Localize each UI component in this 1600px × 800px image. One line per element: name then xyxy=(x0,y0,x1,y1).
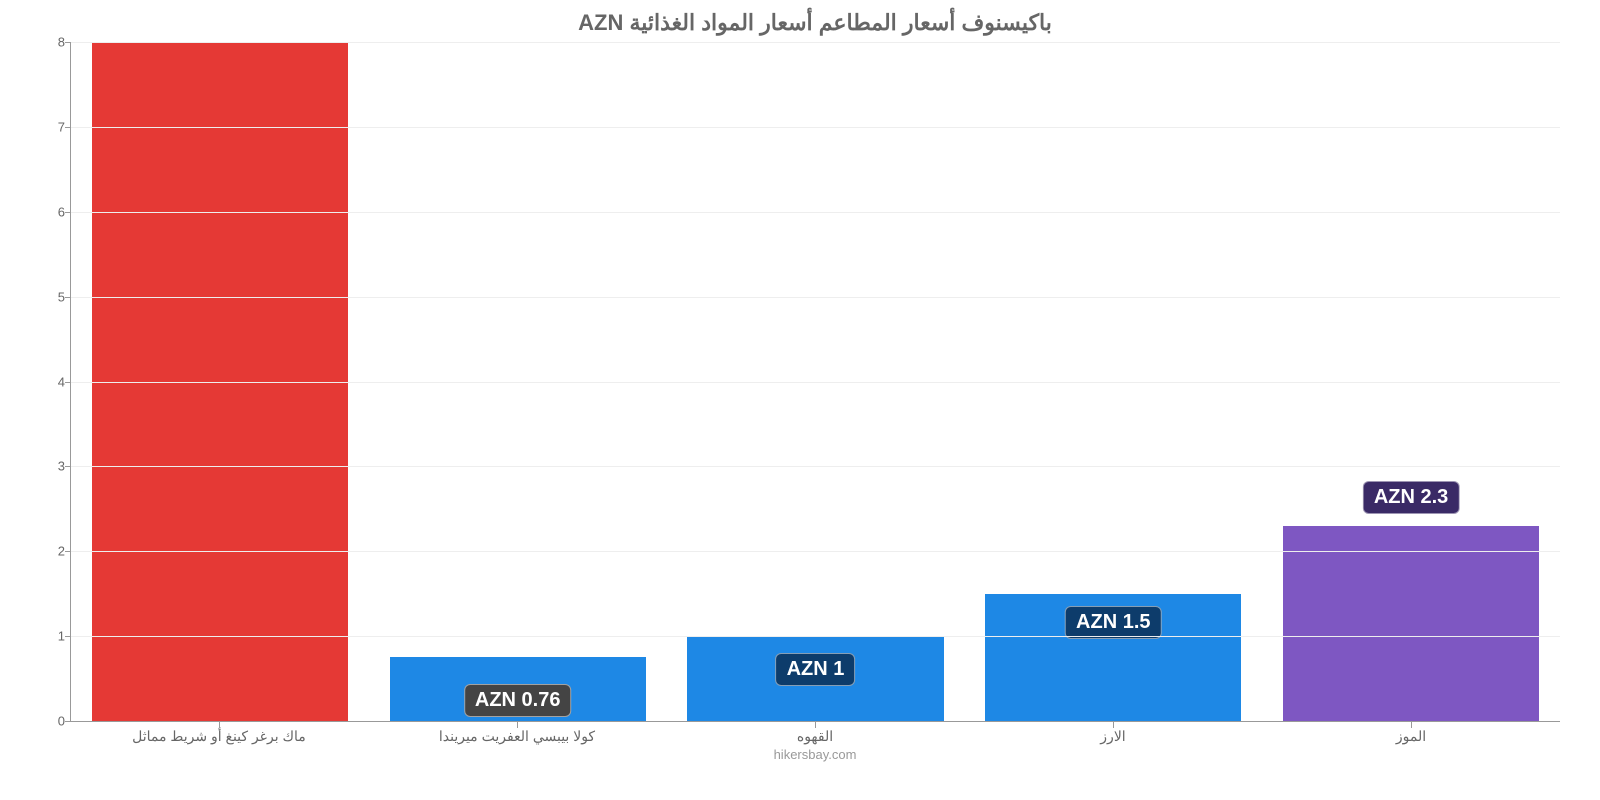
ytick-mark xyxy=(65,127,71,128)
gridline xyxy=(71,297,1560,298)
ytick-label: 8 xyxy=(41,35,65,50)
ytick-label: 5 xyxy=(41,289,65,304)
gridline xyxy=(71,382,1560,383)
value-badge: AZN 1.5 xyxy=(1065,606,1161,639)
ytick-mark xyxy=(65,636,71,637)
ytick-mark xyxy=(65,42,71,43)
ytick-mark xyxy=(65,297,71,298)
gridline xyxy=(71,466,1560,467)
bar: AZN 0.76 xyxy=(390,657,646,722)
ytick-label: 3 xyxy=(41,459,65,474)
xtick-label: الموز xyxy=(1262,728,1560,745)
gridline xyxy=(71,42,1560,43)
ytick-label: 1 xyxy=(41,629,65,644)
chart-title: باكيسنوف أسعار المطاعم أسعار المواد الغذ… xyxy=(70,10,1560,36)
bar: AZN 1 xyxy=(687,636,943,721)
xtick-label: القهوه xyxy=(666,728,964,745)
source-attribution: hikersbay.com xyxy=(70,747,1560,762)
ytick-label: 4 xyxy=(41,374,65,389)
ytick-mark xyxy=(65,212,71,213)
ytick-mark xyxy=(65,382,71,383)
value-badge: AZN 0.76 xyxy=(464,684,572,717)
value-badge: AZN 2.3 xyxy=(1363,481,1459,514)
gridline xyxy=(71,636,1560,637)
ytick-label: 0 xyxy=(41,714,65,729)
gridline xyxy=(71,551,1560,552)
bar: AZN 2.3 xyxy=(1283,526,1539,721)
gridline xyxy=(71,127,1560,128)
xtick-label: ماك برغر كينغ أو شريط مماثل xyxy=(70,728,368,745)
value-badge: AZN 1 xyxy=(776,653,856,686)
ytick-label: 7 xyxy=(41,119,65,134)
gridline xyxy=(71,212,1560,213)
ytick-label: 2 xyxy=(41,544,65,559)
xtick-label: الارز xyxy=(964,728,1262,745)
bar: AZN 1.5 xyxy=(985,594,1241,721)
ytick-mark xyxy=(65,551,71,552)
ytick-mark xyxy=(65,466,71,467)
ytick-label: 6 xyxy=(41,204,65,219)
plot-area: AZN 8AZN 0.76AZN 1AZN 1.5AZN 2.3 0123456… xyxy=(70,42,1560,722)
x-axis: ماك برغر كينغ أو شريط مماثلكولا بيبسي ال… xyxy=(70,728,1560,745)
ytick-mark xyxy=(65,721,71,722)
xtick-label: كولا بيبسي العفريت ميريندا xyxy=(368,728,666,745)
price-bar-chart: باكيسنوف أسعار المطاعم أسعار المواد الغذ… xyxy=(0,0,1600,800)
